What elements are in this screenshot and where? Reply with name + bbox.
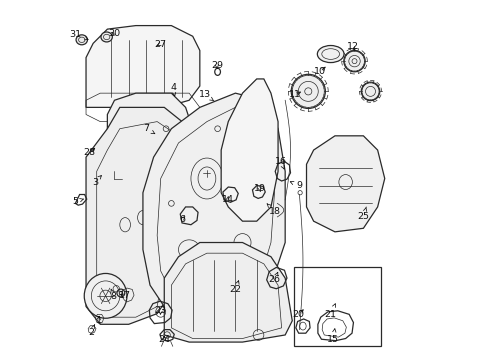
Text: 26: 26 [268,272,280,284]
Text: 6: 6 [179,215,185,224]
Text: 19: 19 [253,184,265,193]
Text: 21: 21 [324,304,336,319]
Text: 22: 22 [229,281,241,294]
Text: 3: 3 [91,176,101,187]
Text: 28: 28 [83,148,95,157]
Text: 8: 8 [110,289,117,301]
Polygon shape [143,93,285,317]
Bar [293,267,380,346]
Text: 17: 17 [118,291,130,300]
Text: 20: 20 [292,310,304,319]
Text: 5: 5 [72,197,84,206]
Text: 12: 12 [346,42,358,51]
Text: 14: 14 [221,195,233,204]
Polygon shape [306,136,384,232]
Text: 29: 29 [211,61,223,70]
Text: 15: 15 [327,329,338,344]
Ellipse shape [290,74,325,109]
Text: 10: 10 [313,67,325,76]
Text: 16: 16 [274,157,286,169]
Text: 24: 24 [158,335,170,344]
Polygon shape [107,93,192,189]
Text: 30: 30 [108,29,121,38]
Polygon shape [221,79,277,221]
Text: 13: 13 [199,90,213,101]
Ellipse shape [101,32,112,42]
Text: 31: 31 [69,30,88,40]
Text: 9: 9 [290,181,302,190]
Text: 23: 23 [154,306,166,315]
Text: 1: 1 [95,316,101,325]
Text: 25: 25 [357,207,369,221]
Ellipse shape [317,45,343,62]
Text: 4: 4 [170,83,176,96]
Ellipse shape [76,35,87,45]
Text: 7: 7 [143,124,154,134]
Ellipse shape [84,273,127,318]
Polygon shape [164,242,292,342]
Polygon shape [86,26,199,107]
Polygon shape [86,107,192,324]
Text: 2: 2 [88,325,94,337]
Ellipse shape [361,82,379,101]
Text: 27: 27 [154,40,166,49]
Text: 18: 18 [267,204,280,216]
Ellipse shape [343,50,364,72]
Text: 11: 11 [288,90,301,100]
